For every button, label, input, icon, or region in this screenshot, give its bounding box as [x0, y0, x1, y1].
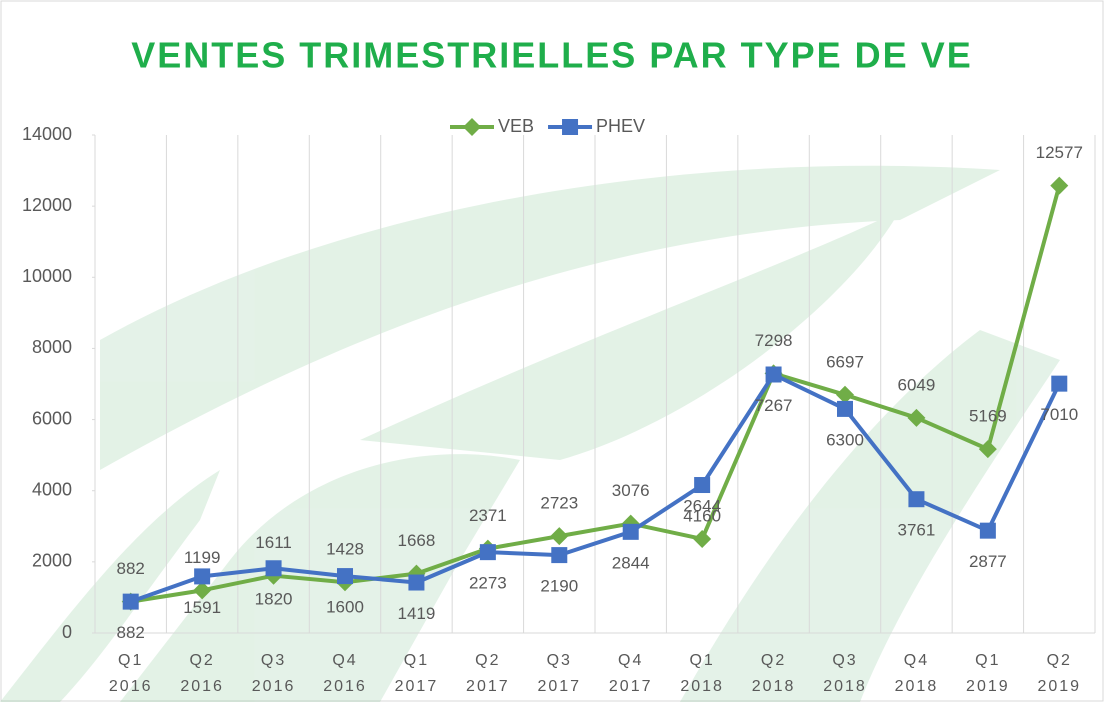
y-tick-label: 0 — [62, 622, 72, 642]
x-tick-label: Q1 — [975, 652, 1000, 669]
x-tick-label: Q1 — [689, 652, 714, 669]
series-line — [130, 185, 1062, 604]
x-tick-label: 2019 — [1037, 678, 1081, 695]
legend-label: PHEV — [596, 116, 645, 136]
y-tick-label: 2000 — [32, 551, 72, 571]
data-label: 1820 — [255, 590, 293, 609]
data-label: 7267 — [755, 396, 793, 415]
x-tick-label: 2017 — [466, 678, 510, 695]
y-tick-label: 10000 — [22, 266, 72, 286]
marker — [337, 568, 353, 585]
x-tick-label: 2018 — [752, 678, 796, 695]
x-tick-label: 2017 — [395, 678, 439, 695]
marker — [479, 544, 496, 561]
x-tick-label: Q4 — [904, 652, 929, 669]
marker — [408, 574, 425, 591]
data-label: 1668 — [398, 531, 436, 550]
data-label: 4160 — [683, 507, 721, 526]
data-label: 1199 — [184, 548, 221, 567]
data-label: 1419 — [398, 604, 436, 623]
data-label: 7298 — [755, 331, 793, 350]
data-label: 2723 — [540, 494, 578, 513]
data-label: 1600 — [326, 598, 364, 617]
x-tick-label: 2016 — [252, 678, 296, 695]
x-tick-label: Q4 — [618, 652, 643, 669]
chart-title: VENTES TRIMESTRIELLES PAR TYPE DE VE — [131, 35, 972, 76]
marker — [122, 593, 139, 610]
marker — [836, 385, 854, 404]
data-label: 1611 — [255, 533, 292, 552]
data-label: 5169 — [969, 407, 1007, 426]
legend-label: VEB — [498, 116, 534, 136]
x-tick-label: 2016 — [109, 678, 153, 695]
marker — [622, 523, 639, 540]
data-label: 3076 — [612, 481, 650, 500]
marker — [908, 491, 925, 508]
y-tick-label: 4000 — [32, 479, 72, 499]
x-tick-label: Q4 — [332, 652, 357, 669]
marker — [562, 119, 579, 135]
marker — [978, 440, 997, 459]
x-tick-label: 2016 — [323, 678, 367, 695]
marker — [693, 529, 712, 548]
x-tick-label: Q1 — [404, 652, 429, 669]
marker — [193, 581, 212, 600]
data-label: 882 — [117, 559, 145, 578]
y-tick-label: 6000 — [32, 408, 72, 428]
x-tick-label: Q1 — [118, 652, 143, 669]
x-tick-label: Q2 — [1047, 652, 1072, 669]
data-label: 882 — [117, 623, 145, 642]
x-tick-label: 2017 — [609, 678, 653, 695]
x-tick-label: 2018 — [895, 678, 939, 695]
data-label: 7010 — [1040, 405, 1078, 424]
marker — [694, 477, 711, 494]
data-label: 6049 — [898, 375, 936, 394]
data-label: 12577 — [1036, 143, 1083, 162]
x-tick-label: Q3 — [832, 652, 857, 669]
data-label: 2877 — [969, 552, 1007, 571]
x-tick-label: 2017 — [537, 678, 581, 695]
x-tick-label: Q3 — [261, 652, 286, 669]
y-tick-label: 14000 — [22, 124, 72, 144]
marker — [907, 408, 926, 427]
data-label: 2644 — [683, 496, 721, 515]
x-tick-label: Q3 — [547, 652, 572, 669]
data-label: 2844 — [612, 553, 650, 572]
x-tick-label: 2016 — [180, 678, 224, 695]
marker — [265, 560, 282, 577]
marker — [463, 118, 481, 136]
y-tick-label: 12000 — [22, 195, 72, 215]
data-label: 1428 — [326, 540, 364, 559]
x-tick-label: Q2 — [475, 652, 500, 669]
data-label: 3761 — [898, 521, 936, 540]
x-tick-label: Q2 — [761, 652, 786, 669]
data-label: 2190 — [540, 577, 578, 596]
series-line — [130, 372, 1062, 604]
x-tick-label: 2019 — [966, 678, 1010, 695]
x-tick-label: 2018 — [680, 678, 724, 695]
data-label: 6697 — [826, 352, 864, 371]
x-tick-label: Q2 — [189, 652, 214, 669]
x-tick-label: 2018 — [823, 678, 867, 695]
marker — [550, 527, 569, 546]
marker — [194, 568, 211, 585]
data-label: 2371 — [469, 506, 507, 525]
marker — [551, 547, 568, 564]
marker — [837, 400, 853, 417]
data-label: 6300 — [826, 430, 864, 449]
marker — [1050, 176, 1069, 195]
y-tick-label: 8000 — [32, 337, 72, 357]
marker — [979, 522, 996, 539]
marker — [765, 366, 782, 383]
marker — [1051, 375, 1068, 392]
data-label: 1591 — [183, 598, 221, 617]
data-label: 2273 — [469, 574, 507, 593]
